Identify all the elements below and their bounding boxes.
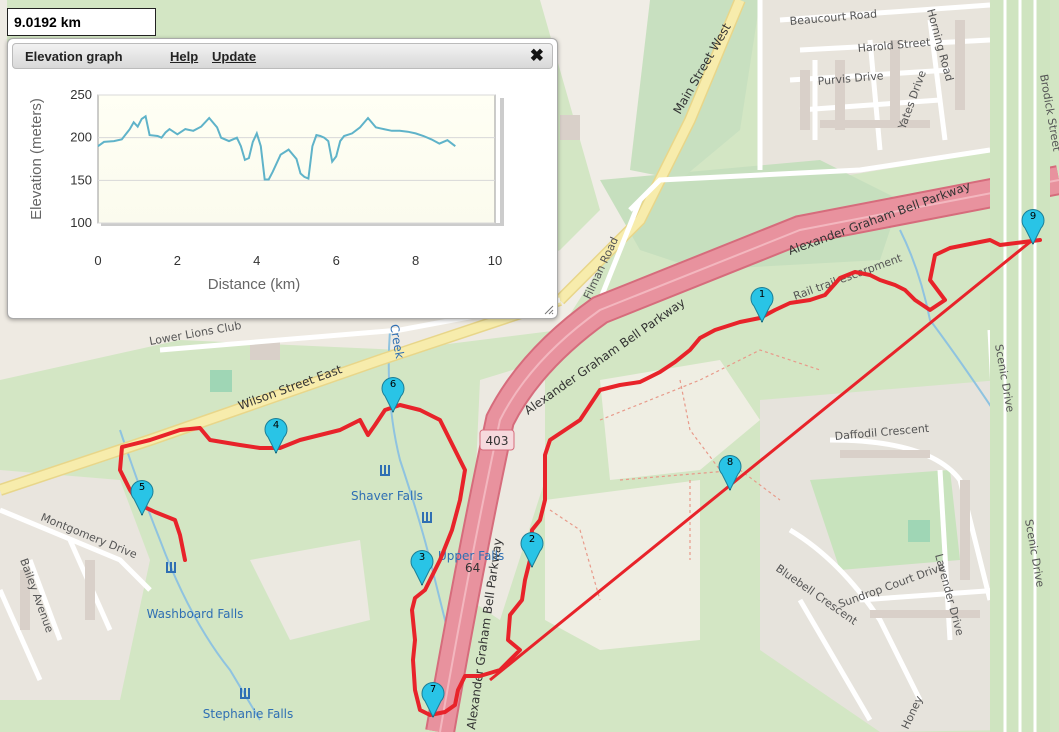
waterfall-icons xyxy=(166,465,432,699)
map-pin-icon xyxy=(750,287,774,324)
y-tick-label: 250 xyxy=(70,87,92,102)
x-tick-label: 8 xyxy=(412,253,419,268)
map-pin-icon xyxy=(264,418,288,455)
label-stephanie-falls: Stephanie Falls xyxy=(203,707,294,721)
label-creek: Creek xyxy=(387,323,407,360)
elevation-chart: 100 150 200 250 0 2 4 6 8 10 Distance (km) Eleva… xyxy=(28,87,504,293)
elevation-series-line xyxy=(97,114,456,181)
route-64-label: 64 xyxy=(465,561,480,575)
update-link[interactable]: Update xyxy=(212,49,257,64)
highway-shield-403 xyxy=(479,429,515,451)
y-axis-title: Elevation (meters) xyxy=(28,98,45,220)
highway-eastern xyxy=(990,0,1050,732)
help-link[interactable]: Help xyxy=(170,49,199,64)
route-marker-7[interactable]: 7 xyxy=(421,682,445,719)
y-tick-labels: 100 150 200 250 xyxy=(70,87,92,230)
route-marker-4[interactable]: 4 xyxy=(264,418,288,455)
y-tick-label: 100 xyxy=(70,215,92,230)
route-marker-label: 7 xyxy=(430,684,436,695)
map-pin-icon xyxy=(718,455,742,492)
map-pin-icon xyxy=(381,377,405,414)
map-pin-icon xyxy=(410,550,434,587)
route-marker-5[interactable]: 5 xyxy=(130,480,154,517)
waterfall-icon xyxy=(166,562,176,573)
route-marker-9[interactable]: 9 xyxy=(1021,209,1045,246)
plot-shadow-bottom xyxy=(101,223,500,226)
highway-403 xyxy=(425,165,1059,732)
label-shaver-falls: Shaver Falls xyxy=(351,489,423,503)
route-marker-label: 8 xyxy=(727,457,733,468)
x-tick-labels: 0 2 4 6 8 10 xyxy=(94,253,502,268)
route-marker-label: 4 xyxy=(273,420,279,431)
waterfall-icon xyxy=(240,688,250,699)
route-marker-3[interactable]: 3 xyxy=(410,550,434,587)
route-marker-label: 6 xyxy=(390,379,396,390)
buildings xyxy=(20,20,980,630)
route-marker-label: 9 xyxy=(1030,211,1036,222)
waterfall-icon xyxy=(380,465,390,476)
map-pin-icon xyxy=(130,480,154,517)
route-marker-2[interactable]: 2 xyxy=(520,532,544,569)
route-marker-label: 5 xyxy=(139,482,145,493)
elevation-panel: Elevation graph Help Update ✖ 100 150 200 2… xyxy=(7,38,558,319)
elevation-panel-title: Elevation graph xyxy=(25,49,123,64)
route-marker-8[interactable]: 8 xyxy=(718,455,742,492)
map-pin-icon xyxy=(520,532,544,569)
route-marker-1[interactable]: 1 xyxy=(750,287,774,324)
plot-shadow-right xyxy=(500,98,504,226)
route-marker-label: 1 xyxy=(759,289,765,300)
label-washboard-falls: Washboard Falls xyxy=(147,607,244,621)
x-tick-label: 0 xyxy=(94,253,101,268)
label-purvis-drive: Purvis Drive xyxy=(817,69,884,88)
x-tick-label: 4 xyxy=(253,253,260,268)
x-axis-title: Distance (km) xyxy=(208,276,301,293)
y-tick-label: 200 xyxy=(70,130,92,145)
map-pin-icon xyxy=(1021,209,1045,246)
route-marker-6[interactable]: 6 xyxy=(381,377,405,414)
label-harold-street: Harold Street xyxy=(857,36,932,55)
close-icon[interactable]: ✖ xyxy=(529,46,544,65)
distance-readout: 9.0192 km xyxy=(7,8,156,36)
secondary-roads xyxy=(0,0,991,496)
resize-grip-icon[interactable] xyxy=(542,303,554,315)
highway-shield-403-label: 403 xyxy=(486,434,509,448)
elevation-panel-header[interactable]: Elevation graph Help Update ✖ xyxy=(12,43,553,69)
return-leg xyxy=(489,236,1036,682)
x-tick-label: 10 xyxy=(488,253,502,268)
y-tick-label: 150 xyxy=(70,172,92,187)
route-marker-label: 3 xyxy=(419,552,425,563)
x-tick-label: 2 xyxy=(174,253,181,268)
route-markers: 1 2 3 4 5 6 7 8 9 xyxy=(130,209,1045,719)
street-grid-northeast xyxy=(757,0,991,170)
route-marker-label: 2 xyxy=(529,534,535,545)
waterfall-icon xyxy=(422,512,432,523)
hiking-route[interactable] xyxy=(118,238,1042,717)
x-tick-label: 6 xyxy=(333,253,340,268)
label-upper-falls: Upper Falls xyxy=(438,549,504,563)
map-pin-icon xyxy=(421,682,445,719)
